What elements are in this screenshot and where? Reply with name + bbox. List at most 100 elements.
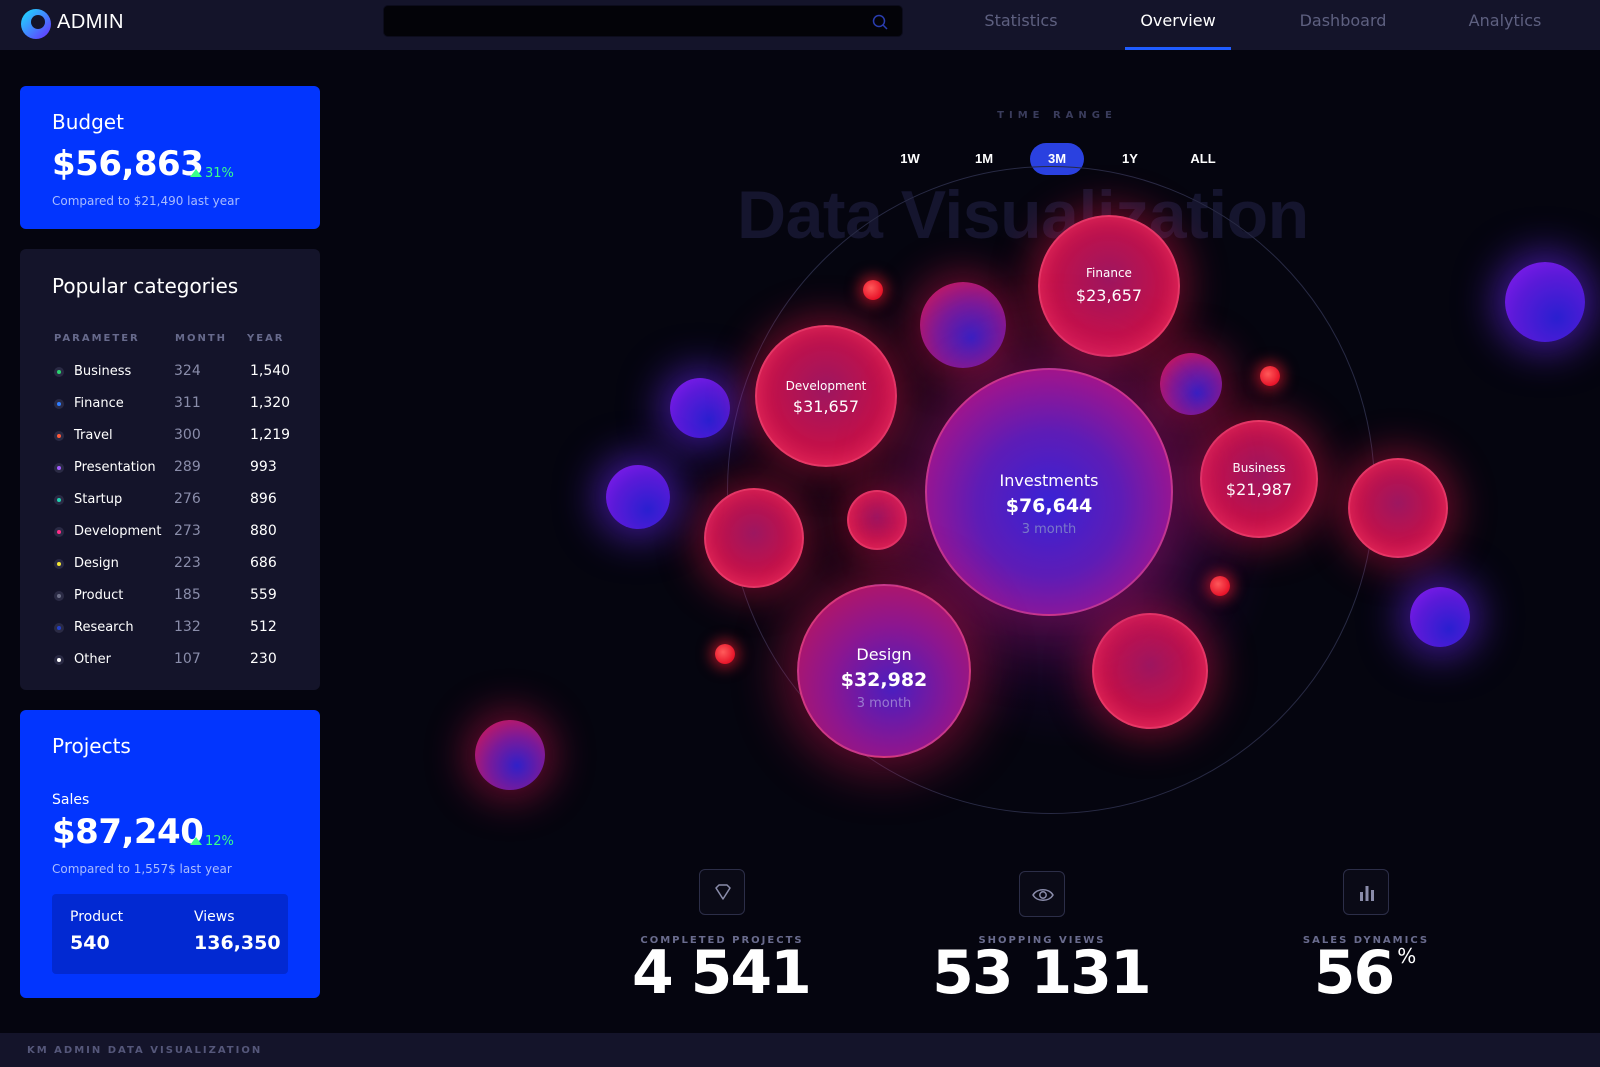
category-dot-icon — [54, 591, 64, 601]
bubble-red[interactable] — [1092, 613, 1208, 729]
time-range-all[interactable]: ALL — [1190, 151, 1216, 166]
small-bubble[interactable] — [863, 280, 883, 300]
arrow-up-icon — [190, 169, 202, 177]
projects-title: Projects — [52, 734, 131, 758]
product-label: Product — [70, 909, 124, 925]
header-year: YEAR — [247, 333, 285, 344]
bubble-development-name: Development — [785, 379, 867, 393]
budget-amount: $56,863 — [52, 144, 204, 184]
bubble-finance-value: $23,657 — [1075, 286, 1143, 305]
bubble-purple[interactable] — [1410, 587, 1470, 647]
category-row[interactable]: Development 273 880 — [52, 522, 302, 542]
time-range-1y[interactable]: 1Y — [1122, 151, 1138, 166]
shopping-views-button[interactable] — [1019, 871, 1065, 917]
sales-compare: Compared to 1,557$ last year — [52, 862, 232, 876]
category-month: 324 — [174, 363, 201, 379]
category-row[interactable]: Design 223 686 — [52, 554, 302, 574]
bubble-purple[interactable] — [1505, 262, 1585, 342]
footer-text: KM ADMIN DATA VISUALIZATION — [27, 1045, 263, 1056]
category-dot-icon — [54, 655, 64, 665]
category-month: 185 — [174, 587, 201, 603]
bubble-investments-period: 3 month — [1021, 522, 1077, 537]
tab-analytics[interactable]: Analytics — [1468, 11, 1542, 30]
category-row[interactable]: Other 107 230 — [52, 650, 302, 670]
category-dot-icon — [54, 431, 64, 441]
bubble-design[interactable]: Design $32,982 3 month — [797, 584, 971, 758]
bar-chart-icon — [1360, 886, 1374, 901]
logo-icon[interactable] — [20, 8, 52, 40]
category-row[interactable]: Business 324 1,540 — [52, 362, 302, 382]
sales-change-value: 12% — [205, 834, 234, 849]
arrow-up-icon — [190, 837, 202, 845]
bubble-purple[interactable] — [670, 378, 730, 438]
time-range-1m[interactable]: 1M — [974, 151, 994, 166]
category-dot-icon — [54, 527, 64, 537]
projects-card: Projects Sales $87,240 12% Compared to 1… — [20, 710, 320, 998]
category-row[interactable]: Presentation 289 993 — [52, 458, 302, 478]
category-name: Design — [74, 556, 119, 571]
category-year: 1,320 — [250, 395, 291, 411]
search-icon[interactable] — [872, 14, 888, 30]
shopping-views-label: SHOPPING VIEWS — [978, 935, 1106, 946]
category-year: 993 — [250, 459, 277, 475]
category-year: 686 — [250, 555, 277, 571]
category-year: 896 — [250, 491, 277, 507]
completed-projects-label: COMPLETED PROJECTS — [640, 935, 804, 946]
app-title[interactable]: ADMIN — [57, 11, 124, 33]
bubble-business[interactable]: Business $21,987 — [1200, 420, 1318, 538]
bubble-finance[interactable]: Finance $23,657 — [1038, 215, 1180, 357]
completed-projects-value: 4 541 — [632, 938, 812, 1008]
bubble-red[interactable] — [704, 488, 804, 588]
category-month: 132 — [174, 619, 201, 635]
budget-compare: Compared to $21,490 last year — [52, 194, 240, 208]
search-input[interactable] — [384, 6, 902, 36]
category-month: 273 — [174, 523, 201, 539]
category-row[interactable]: Startup 276 896 — [52, 490, 302, 510]
bubble-purple[interactable] — [606, 465, 670, 529]
category-month: 276 — [174, 491, 201, 507]
bubble-design-name: Design — [856, 645, 912, 664]
category-row[interactable]: Research 132 512 — [52, 618, 302, 638]
sales-label: Sales — [52, 792, 90, 808]
bubble-business-value: $21,987 — [1225, 480, 1293, 499]
category-month: 311 — [174, 395, 201, 411]
bubble-development[interactable]: Development $31,657 — [755, 325, 897, 467]
category-name: Business — [74, 364, 132, 379]
bubble-mix[interactable] — [920, 282, 1006, 368]
time-range-1w[interactable]: 1W — [900, 151, 920, 166]
small-bubble[interactable] — [1260, 366, 1280, 386]
category-row[interactable]: Travel 300 1,219 — [52, 426, 302, 446]
budget-change-value: 31% — [205, 166, 234, 181]
budget-title: Budget — [52, 110, 124, 134]
category-name: Presentation — [74, 460, 156, 475]
category-month: 107 — [174, 651, 201, 667]
category-month: 223 — [174, 555, 201, 571]
bubble-investments[interactable]: Investments $76,644 3 month — [925, 368, 1173, 616]
bubble-red[interactable] — [1348, 458, 1448, 558]
bubble-red[interactable] — [847, 490, 907, 550]
sales-dynamics-button[interactable] — [1343, 869, 1389, 915]
small-bubble[interactable] — [715, 644, 735, 664]
bubble-finance-name: Finance — [1086, 266, 1132, 280]
category-month: 300 — [174, 427, 201, 443]
diamond-icon — [715, 884, 731, 900]
footer: KM ADMIN DATA VISUALIZATION — [0, 1033, 1600, 1067]
top-bar: ADMIN Statistics Overview Dashboard Anal… — [0, 0, 1600, 50]
time-range-label: TIME RANGE — [997, 110, 1117, 121]
tab-overview[interactable]: Overview — [1125, 0, 1231, 50]
tab-statistics[interactable]: Statistics — [984, 11, 1058, 30]
category-name: Finance — [74, 396, 124, 411]
bubble-mix[interactable] — [1160, 353, 1222, 415]
sales-dynamics-value: 56% — [1215, 938, 1515, 1008]
tab-dashboard[interactable]: Dashboard — [1299, 11, 1387, 30]
header-month: MONTH — [175, 333, 228, 344]
category-name: Product — [74, 588, 124, 603]
category-row[interactable]: Finance 311 1,320 — [52, 394, 302, 414]
categories-title: Popular categories — [52, 274, 239, 298]
category-dot-icon — [54, 623, 64, 633]
views-value: 136,350 — [194, 932, 281, 954]
category-row[interactable]: Product 185 559 — [52, 586, 302, 606]
small-bubble[interactable] — [1210, 576, 1230, 596]
bubble-mix[interactable] — [475, 720, 545, 790]
completed-projects-button[interactable] — [699, 869, 745, 915]
